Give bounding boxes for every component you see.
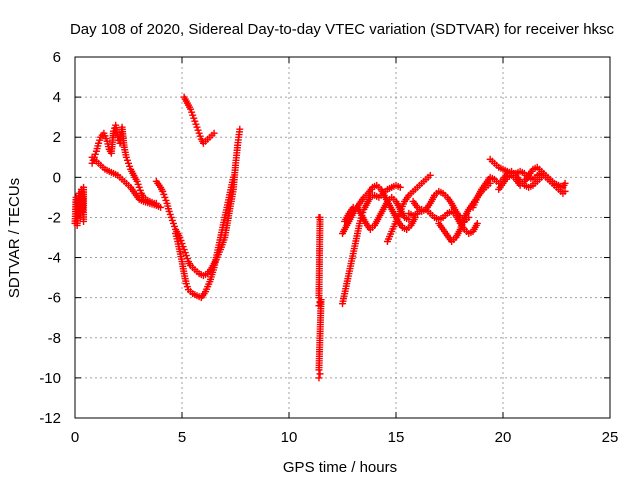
y-tick-label: -8 <box>48 330 61 347</box>
data-point <box>473 219 481 227</box>
data-point <box>157 203 165 211</box>
data-point <box>561 187 569 195</box>
data-point <box>315 374 323 382</box>
data-point <box>210 129 218 137</box>
x-tick-label: 25 <box>602 429 619 446</box>
data-point <box>315 366 323 374</box>
y-tick-label: -10 <box>39 370 61 387</box>
x-tick-label: 20 <box>495 429 512 446</box>
plot-frame <box>74 56 611 419</box>
y-tick-label: 6 <box>53 49 61 66</box>
x-tick-label: 5 <box>178 429 186 446</box>
y-tick-label: -2 <box>48 209 61 226</box>
x-axis-label: GPS time / hours <box>283 459 397 476</box>
data-point <box>229 173 237 181</box>
data-point <box>236 125 244 133</box>
x-tick-label: 10 <box>281 429 298 446</box>
data-point <box>405 215 413 223</box>
y-tick-label: 4 <box>53 89 61 106</box>
x-tick-label: 0 <box>71 429 79 446</box>
y-tick-label: -12 <box>39 410 61 427</box>
data-point <box>426 171 434 179</box>
y-tick-label: 2 <box>53 129 61 146</box>
y-axis-label: SDTVAR / TECUs <box>6 178 23 298</box>
data-point <box>396 183 404 191</box>
data-point <box>80 217 88 225</box>
x-tick-label: 15 <box>388 429 405 446</box>
data-point <box>561 179 569 187</box>
y-tick-label: -4 <box>48 250 61 267</box>
chart-title: Day 108 of 2020, Sidereal Day-to-day VTE… <box>70 21 615 38</box>
y-tick-label: 0 <box>53 169 61 186</box>
data-point <box>316 370 324 378</box>
y-tick-label: -6 <box>48 290 61 307</box>
